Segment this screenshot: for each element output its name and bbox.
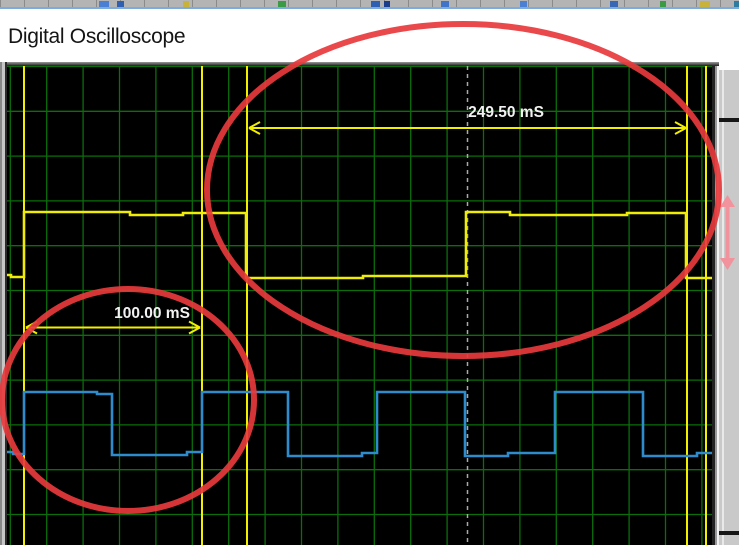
toolbar-tile [576, 0, 600, 7]
toolbar-icon [183, 1, 189, 7]
panel-divider-bottom [719, 531, 739, 535]
toolbar-tile [672, 0, 696, 7]
toolbar-tile [168, 0, 192, 7]
page-title: Digital Oscilloscope [8, 25, 186, 48]
toolbar-tile [552, 0, 576, 7]
toolbar-tile [288, 0, 312, 7]
toolbar-tile [240, 0, 264, 7]
toolbar-tile [528, 0, 552, 7]
toolbar-tile [624, 0, 648, 7]
toolbar-tile [456, 0, 480, 7]
toolbar-tile [192, 0, 216, 7]
toolbar-tile [408, 0, 432, 7]
toolbar-icon [384, 1, 390, 7]
toolbar-tile [264, 0, 288, 7]
toolbar-tile [720, 0, 739, 7]
toolbar-icon [99, 1, 109, 7]
scope-frame-right [712, 66, 719, 545]
toolbar-tile [144, 0, 168, 7]
toolbar-tile [336, 0, 360, 7]
header-bar: Digital Oscilloscope [0, 9, 739, 62]
toolbar-tile [312, 0, 336, 7]
scrollbar-groove [722, 70, 724, 545]
toolbar-tile [24, 0, 48, 7]
toolbar-icon [278, 1, 286, 7]
toolbar-tile [504, 0, 528, 7]
toolbar-icon [371, 1, 380, 7]
panel-divider-top [719, 118, 739, 122]
toolbar-tile [216, 0, 240, 7]
toolbar-icon [660, 1, 666, 7]
toolbar-tile [48, 0, 72, 7]
oscilloscope-display[interactable] [7, 66, 712, 545]
toolbar-underline [0, 7, 739, 9]
scope-frame-left [0, 62, 7, 545]
toolbar-tile [72, 0, 96, 7]
top-toolbar-strip[interactable] [0, 0, 739, 9]
toolbar-icon [610, 1, 618, 7]
toolbar-tile [480, 0, 504, 7]
toolbar-icon [700, 1, 710, 7]
toolbar-icon [117, 1, 124, 7]
right-side-panel[interactable] [719, 70, 739, 545]
toolbar-icon [734, 1, 739, 7]
toolbar-icon [441, 1, 449, 7]
toolbar-tile [0, 0, 24, 7]
toolbar-icon [520, 1, 527, 7]
